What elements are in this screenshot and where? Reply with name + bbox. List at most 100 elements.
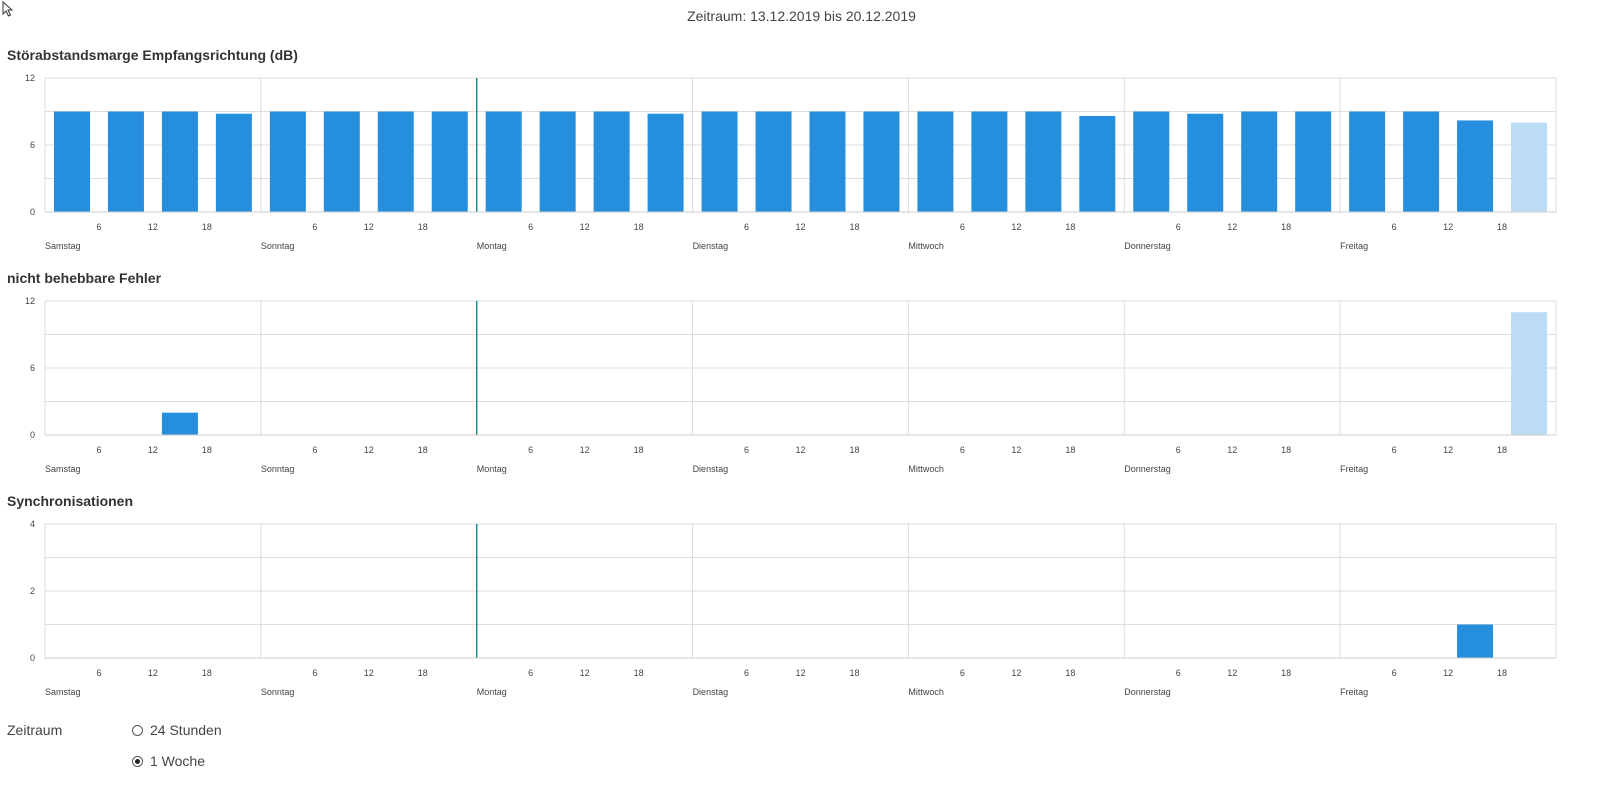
bar-snr-15[interactable] [863,111,900,213]
bar-snr-23[interactable] [1295,111,1332,213]
bar-snr-14[interactable] [809,111,846,213]
x-hour-tick-label: 12 [795,445,805,455]
bar-snr-11[interactable] [647,113,684,212]
radio-label-1week: 1 Woche [150,753,205,769]
x-hour-tick-label: 12 [580,668,590,678]
chart-title-snr: Störabstandsmarge Empfangsrichtung (dB) [7,47,298,63]
bar-errors-2[interactable] [161,412,198,435]
x-hour-tick-label: 6 [960,445,965,455]
y-tick-label: 4 [30,519,35,529]
bar-snr-16[interactable] [917,111,954,213]
x-day-label: Dienstag [693,464,729,474]
x-hour-tick-label: 18 [1497,222,1507,232]
x-hour-tick-label: 12 [795,222,805,232]
bar-snr-20[interactable] [1133,111,1170,213]
x-day-label: Donnerstag [1124,687,1171,697]
x-hour-tick-label: 18 [418,445,428,455]
x-hour-tick-label: 6 [312,668,317,678]
chart-snr: 0 6 12 6 12 18 Samstag 6 12 18 Sonntag 6 12 18 Montag 6… [25,73,1557,251]
x-hour-tick-label: 18 [418,668,428,678]
bar-snr-5[interactable] [323,111,360,213]
x-hour-tick-label: 6 [96,445,101,455]
x-hour-tick-label: 6 [744,668,749,678]
x-hour-tick-label: 18 [1281,445,1291,455]
x-hour-tick-label: 12 [148,668,158,678]
x-day-label: Montag [477,464,507,474]
x-day-label: Dienstag [693,241,729,251]
y-tick-label: 12 [25,296,35,306]
x-hour-tick-label: 18 [202,222,212,232]
x-day-label: Freitag [1340,241,1368,251]
x-hour-tick-label: 18 [1281,668,1291,678]
x-hour-tick-label: 12 [364,668,374,678]
x-hour-tick-label: 18 [634,222,644,232]
bar-snr-9[interactable] [539,111,576,213]
bar-snr-8[interactable] [485,111,522,213]
x-hour-tick-label: 18 [1497,445,1507,455]
bar-snr-3[interactable] [215,113,252,212]
bar-snr-19[interactable] [1079,115,1116,212]
bar-snr-21[interactable] [1187,113,1224,212]
bar-snr-17[interactable] [971,111,1008,213]
chart-title-errors: nicht behebbare Fehler [7,270,162,286]
period-option-1week[interactable]: 1 Woche [132,753,205,769]
bar-snr-22[interactable] [1241,111,1278,213]
period-label: Zeitraum [7,722,63,738]
chart-title-sync: Synchronisationen [7,493,134,509]
bar-snr-18[interactable] [1025,111,1062,213]
x-hour-tick-label: 12 [1443,445,1453,455]
x-hour-tick-label: 12 [1011,222,1021,232]
x-hour-tick-label: 18 [1281,222,1291,232]
period-option-24h[interactable]: 24 Stunden [132,722,222,738]
x-day-label: Sonntag [261,241,295,251]
bar-snr-7[interactable] [431,111,468,213]
bar-snr-26[interactable] [1457,120,1494,212]
x-day-label: Samstag [45,464,81,474]
x-hour-tick-label: 18 [849,445,859,455]
x-hour-tick-label: 6 [528,445,533,455]
bar-snr-12[interactable] [701,111,738,213]
x-hour-tick-label: 12 [364,445,374,455]
x-day-label: Mittwoch [908,241,944,251]
x-hour-tick-label: 12 [580,445,590,455]
x-hour-tick-label: 6 [312,222,317,232]
x-day-label: Freitag [1340,464,1368,474]
x-day-label: Freitag [1340,687,1368,697]
x-hour-tick-label: 12 [1227,668,1237,678]
x-hour-tick-label: 6 [960,222,965,232]
x-hour-tick-label: 12 [1227,445,1237,455]
bar-errors-27[interactable] [1511,312,1548,435]
bar-snr-4[interactable] [269,111,306,213]
bar-snr-13[interactable] [755,111,792,213]
bar-snr-1[interactable] [107,111,144,213]
x-day-label: Samstag [45,687,81,697]
x-hour-tick-label: 6 [744,222,749,232]
radio-24h[interactable] [132,724,143,736]
bar-snr-27[interactable] [1511,122,1548,212]
x-day-label: Donnerstag [1124,464,1171,474]
bar-snr-24[interactable] [1349,111,1386,213]
y-tick-label: 6 [30,140,35,150]
x-hour-tick-label: 6 [1392,668,1397,678]
y-tick-label: 12 [25,73,35,83]
x-day-label: Donnerstag [1124,241,1171,251]
x-hour-tick-label: 6 [1176,445,1181,455]
x-hour-tick-label: 12 [1443,222,1453,232]
x-hour-tick-label: 12 [148,222,158,232]
bar-snr-10[interactable] [593,111,630,213]
radio-1week[interactable] [132,755,143,767]
x-hour-tick-label: 12 [1443,668,1453,678]
bar-snr-0[interactable] [53,111,90,213]
y-tick-label: 0 [30,430,35,440]
x-hour-tick-label: 6 [96,668,101,678]
x-day-label: Samstag [45,241,81,251]
x-hour-tick-label: 18 [418,222,428,232]
x-hour-tick-label: 12 [1011,668,1021,678]
bar-snr-25[interactable] [1403,111,1440,213]
x-hour-tick-label: 6 [1176,668,1181,678]
bar-snr-6[interactable] [377,111,414,213]
x-hour-tick-label: 18 [202,668,212,678]
bar-sync-26[interactable] [1457,624,1494,659]
bar-snr-2[interactable] [161,111,198,213]
x-hour-tick-label: 18 [202,445,212,455]
